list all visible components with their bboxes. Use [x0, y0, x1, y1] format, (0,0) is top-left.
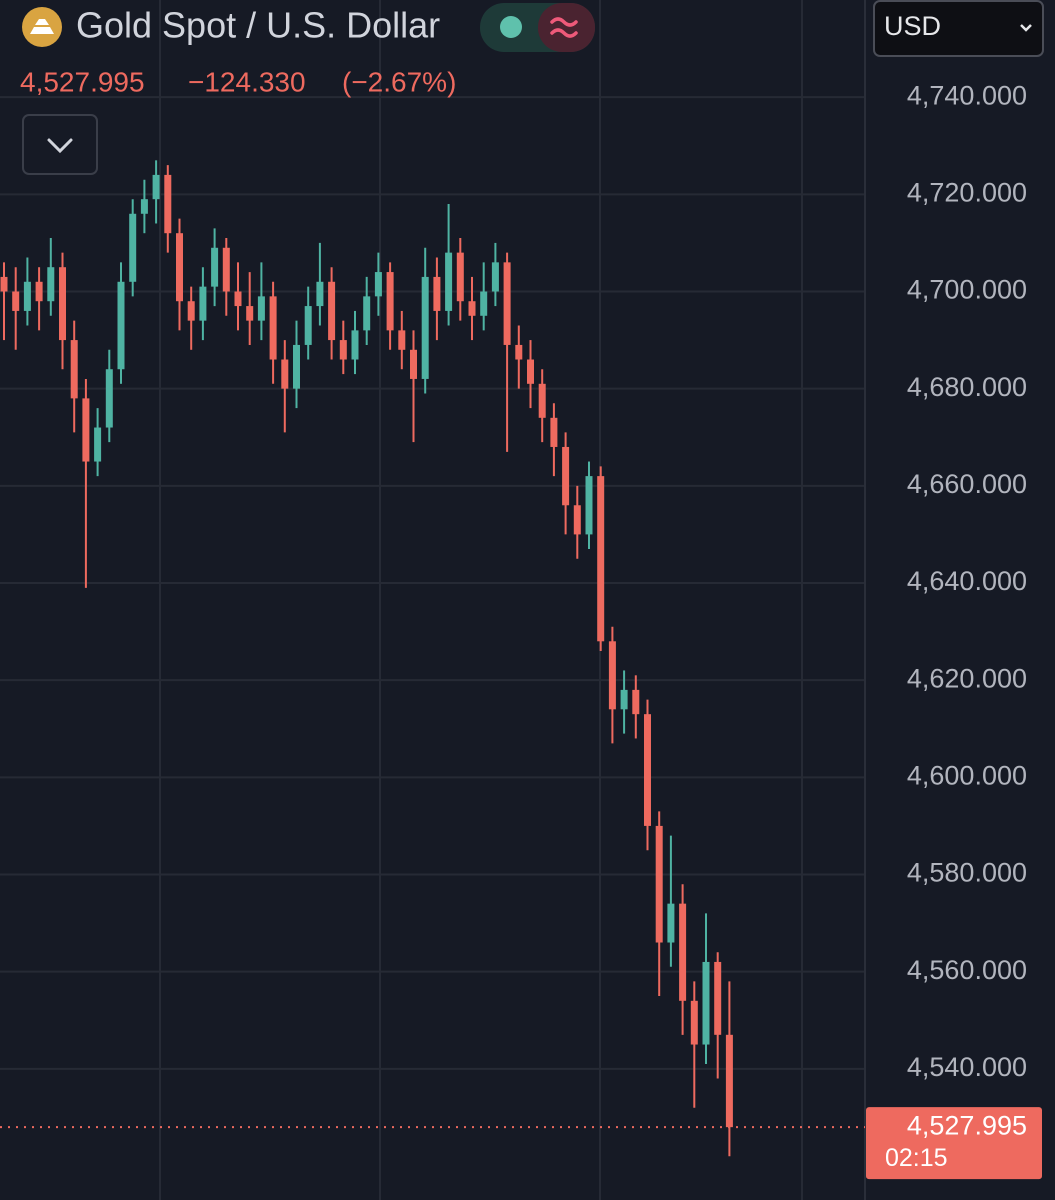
candle-body: [480, 291, 488, 316]
candle-body: [328, 281, 336, 341]
gold-icon-bars: [30, 19, 54, 34]
last-price-tag-label: 4,527.995: [907, 1110, 1027, 1140]
candle-body: [59, 267, 66, 341]
candle-body: [94, 427, 102, 462]
y-tick-label: 4,600.000: [907, 760, 1027, 790]
candle-body: [70, 340, 78, 399]
y-tick-label: 4,700.000: [907, 275, 1027, 305]
candle-body: [199, 286, 207, 321]
y-tick-label: 4,680.000: [907, 372, 1027, 402]
status-dot: [500, 16, 522, 38]
candle-body: [667, 903, 675, 943]
candle-body: [550, 417, 558, 447]
candle-body: [620, 689, 628, 710]
candle-body: [725, 1034, 733, 1128]
candle-body: [527, 359, 534, 384]
candle-body: [433, 276, 441, 311]
candle-body: [503, 262, 511, 345]
candle-body: [714, 961, 722, 1035]
last-price-tag: [866, 1107, 1042, 1180]
candle-body: [117, 281, 125, 370]
candle-body: [140, 199, 148, 214]
candle-body: [129, 213, 137, 282]
last-price: 4,527.995: [20, 66, 145, 97]
approx-icon: [550, 17, 578, 38]
candle-body: [164, 174, 172, 234]
price-change: −124.330: [188, 66, 306, 97]
candle-body: [573, 505, 581, 535]
candle-body: [351, 330, 359, 360]
currency-label: USD: [884, 11, 941, 41]
y-tick-label: 4,620.000: [907, 663, 1027, 693]
candle-body: [105, 369, 113, 428]
candle-body: [386, 272, 394, 331]
candle-body: [421, 276, 429, 379]
candle-body: [597, 476, 605, 642]
y-tick-label: 4,580.000: [907, 858, 1027, 888]
candle-body: [152, 174, 160, 200]
candle-body: [363, 296, 371, 331]
candle-body: [538, 383, 546, 418]
y-tick-label: 4,720.000: [907, 177, 1027, 207]
collapse-button[interactable]: [22, 114, 98, 175]
candle-body: [82, 398, 90, 462]
candle-body: [608, 641, 616, 710]
mode-toggle-right[interactable]: [538, 3, 595, 52]
candle-body: [12, 291, 20, 311]
y-tick-label: 4,660.000: [907, 469, 1027, 499]
chevron: [47, 138, 73, 154]
candle-body: [410, 349, 417, 379]
candle-body: [304, 306, 312, 345]
y-tick-label: 4,560.000: [907, 955, 1027, 985]
candle-body: [257, 296, 265, 321]
candle-body: [679, 903, 687, 1001]
candle-body: [234, 291, 242, 307]
price-change-pct: (−2.67%): [342, 66, 456, 97]
candles: [0, 160, 733, 1157]
candle-body: [187, 301, 195, 321]
candle-body: [0, 276, 8, 292]
candle-body: [246, 306, 254, 321]
y-tick-label: 4,640.000: [907, 566, 1027, 596]
candle-body: [222, 247, 230, 292]
y-tick-label: 4,740.000: [907, 80, 1027, 110]
currency-dropdown[interactable]: [873, 0, 1044, 57]
candle-body: [281, 359, 289, 389]
candle-body: [293, 344, 300, 389]
price-axis: 4,540.000 4,560.000 4,580.000 4,600.000 4,62…: [907, 80, 1027, 1082]
candle-body: [515, 344, 523, 360]
candle-body: [632, 689, 640, 715]
candle-body: [468, 301, 476, 316]
candle-body: [690, 1000, 698, 1045]
candle-body: [374, 272, 382, 297]
candle-body: [456, 252, 464, 302]
candle-body: [176, 233, 183, 302]
candle-body: [702, 961, 710, 1045]
candle-body: [644, 714, 651, 826]
candle-body: [445, 252, 453, 311]
candle-body: [269, 296, 277, 360]
candle-body: [23, 281, 31, 311]
candle-body: [398, 330, 406, 350]
candle-body: [35, 281, 43, 302]
candle-body: [562, 446, 570, 506]
candle-body: [47, 267, 55, 302]
candle-body: [316, 281, 324, 307]
y-tick-label: 4,540.000: [907, 1052, 1027, 1082]
candle-body: [585, 476, 593, 535]
candle-body: [655, 825, 663, 943]
countdown-label: 02:15: [885, 1144, 948, 1172]
chart-title: Gold Spot / U.S. Dollar: [76, 5, 440, 46]
candle-body: [339, 340, 347, 360]
dropdown-chevron: [1020, 24, 1032, 32]
candle-body: [211, 247, 219, 287]
candle-body: [491, 262, 499, 292]
